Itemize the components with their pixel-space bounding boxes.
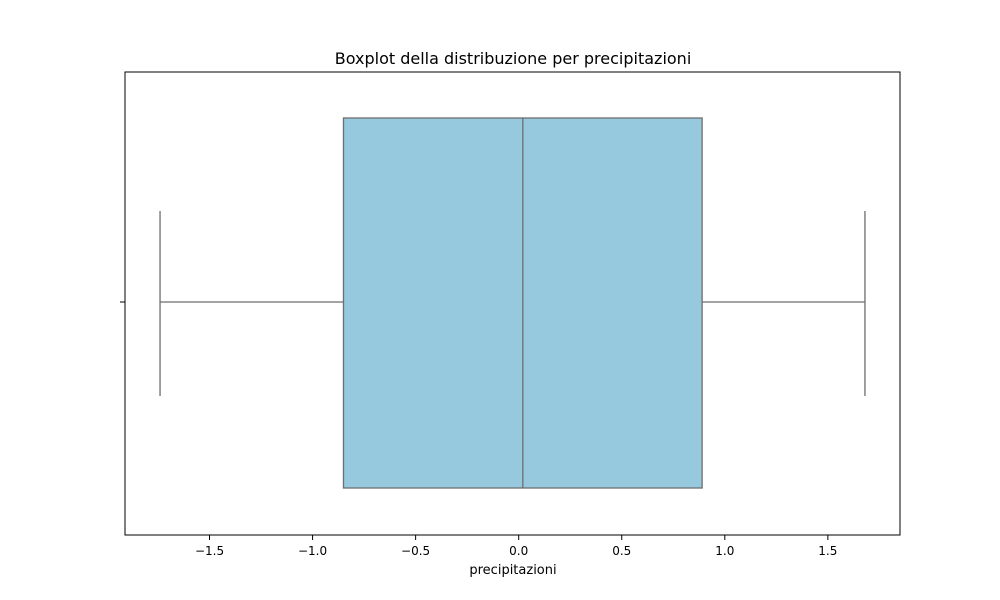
x-axis-label: precipitazioni <box>469 563 556 578</box>
x-tick-label: −1.5 <box>195 544 224 558</box>
x-axis-ticks: −1.5 −1.0 −0.5 0.0 0.5 1.0 1.5 <box>195 535 837 558</box>
x-tick-label: 1.5 <box>818 544 837 558</box>
x-tick-label: 0.5 <box>612 544 631 558</box>
plot-area <box>159 117 866 489</box>
x-tick-label: 0.0 <box>509 544 528 558</box>
axes-frame <box>124 71 901 536</box>
x-tick-label: −0.5 <box>401 544 430 558</box>
x-tick-label: −1.0 <box>298 544 327 558</box>
x-tick-label: 1.0 <box>715 544 734 558</box>
chart-title: Boxplot della distribuzione per precipit… <box>335 49 692 68</box>
